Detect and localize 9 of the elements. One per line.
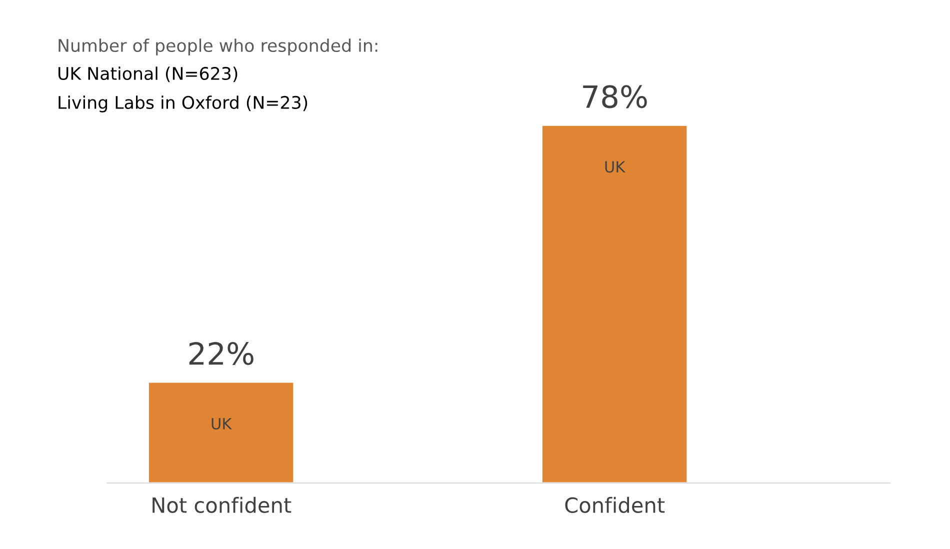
series-label: UK — [212, 418, 232, 430]
data-label: 22% — [189, 342, 254, 366]
text: Living Labs in Oxford (N=23) — [58, 96, 308, 112]
x-tick-label: Not confident — [152, 496, 292, 514]
data-label: 78% — [583, 85, 647, 108]
x-tick-label: Confident — [565, 496, 665, 514]
text: Number of people who responded in: — [58, 38, 378, 56]
text: UK — [605, 161, 626, 173]
text: UK National (N=623) — [58, 66, 238, 82]
